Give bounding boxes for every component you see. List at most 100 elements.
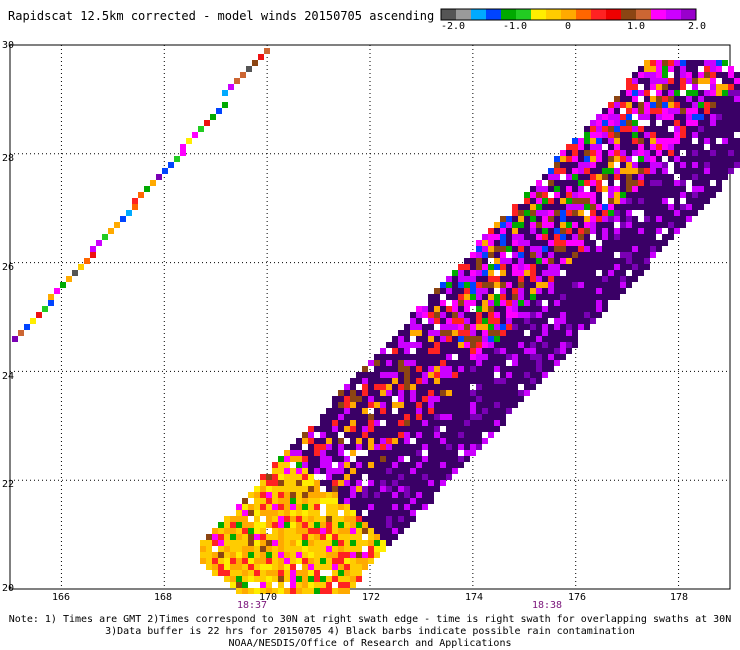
wind-cell bbox=[464, 414, 470, 420]
wind-cell bbox=[530, 342, 536, 348]
wind-cell bbox=[320, 582, 326, 588]
wind-cell bbox=[548, 234, 554, 240]
wind-cell bbox=[284, 492, 290, 498]
wind-cell bbox=[392, 378, 398, 384]
wind-cell bbox=[344, 552, 350, 558]
wind-cell bbox=[374, 528, 380, 534]
wind-cell bbox=[308, 456, 314, 462]
wind-cell bbox=[680, 96, 686, 102]
wind-cell bbox=[272, 528, 278, 534]
wind-cell bbox=[500, 300, 506, 306]
wind-cell bbox=[398, 396, 404, 402]
wind-cell bbox=[560, 204, 566, 210]
wind-cell bbox=[626, 222, 632, 228]
wind-cell bbox=[434, 480, 440, 486]
wind-cell bbox=[632, 120, 638, 126]
wind-cell bbox=[584, 126, 590, 132]
wind-cell bbox=[644, 222, 650, 228]
wind-cell bbox=[554, 234, 560, 240]
wind-cell bbox=[530, 204, 536, 210]
wind-cell bbox=[222, 90, 228, 96]
wind-cell bbox=[242, 528, 248, 534]
wind-cell bbox=[344, 414, 350, 420]
wind-cell bbox=[314, 480, 320, 486]
colorbar-swatch bbox=[621, 9, 637, 20]
wind-cell bbox=[692, 96, 698, 102]
wind-cell bbox=[584, 180, 590, 186]
wind-cell bbox=[440, 330, 446, 336]
wind-cell bbox=[386, 510, 392, 516]
wind-cell bbox=[452, 300, 458, 306]
wind-cell bbox=[530, 186, 536, 192]
wind-cell bbox=[362, 564, 368, 570]
wind-cell bbox=[596, 306, 602, 312]
wind-cell bbox=[506, 366, 512, 372]
wind-cell bbox=[530, 372, 536, 378]
wind-cell bbox=[380, 402, 386, 408]
wind-cell bbox=[314, 426, 320, 432]
wind-cell bbox=[524, 204, 530, 210]
wind-cell bbox=[530, 288, 536, 294]
wind-cell bbox=[230, 552, 236, 558]
wind-cell bbox=[326, 486, 332, 492]
wind-cell bbox=[434, 444, 440, 450]
wind-cell bbox=[326, 564, 332, 570]
wind-cell bbox=[236, 522, 242, 528]
wind-cell bbox=[656, 66, 662, 72]
wind-cell bbox=[464, 270, 470, 276]
wind-cell bbox=[458, 330, 464, 336]
wind-cell bbox=[710, 186, 716, 192]
wind-cell bbox=[590, 270, 596, 276]
wind-cell bbox=[314, 570, 320, 576]
wind-cell bbox=[272, 546, 278, 552]
wind-cell bbox=[506, 246, 512, 252]
wind-cell bbox=[428, 444, 434, 450]
wind-cell bbox=[554, 168, 560, 174]
wind-cell bbox=[302, 552, 308, 558]
wind-cell bbox=[242, 588, 248, 594]
wind-cell bbox=[398, 480, 404, 486]
wind-cell bbox=[584, 282, 590, 288]
wind-cell bbox=[698, 150, 704, 156]
wind-cell bbox=[560, 222, 566, 228]
wind-cell bbox=[386, 366, 392, 372]
wind-cell bbox=[488, 282, 494, 288]
wind-cell bbox=[680, 204, 686, 210]
time-label-1: 18:37 bbox=[236, 600, 268, 611]
wind-cell bbox=[518, 282, 524, 288]
wind-cell bbox=[728, 102, 734, 108]
wind-cell bbox=[620, 258, 626, 264]
wind-cell bbox=[314, 504, 320, 510]
x-tick-166: 166 bbox=[51, 592, 71, 603]
wind-cell bbox=[326, 552, 332, 558]
wind-cell bbox=[132, 198, 138, 204]
wind-cell bbox=[314, 462, 320, 468]
wind-cell bbox=[350, 468, 356, 474]
wind-cell bbox=[416, 462, 422, 468]
wind-cell bbox=[554, 186, 560, 192]
wind-cell bbox=[494, 396, 500, 402]
wind-cell bbox=[602, 246, 608, 252]
wind-cell bbox=[722, 156, 728, 162]
wind-cell bbox=[488, 384, 494, 390]
wind-cell bbox=[380, 546, 386, 552]
wind-cell bbox=[314, 510, 320, 516]
wind-cell bbox=[734, 138, 740, 144]
wind-cell bbox=[530, 210, 536, 216]
wind-cell bbox=[362, 462, 368, 468]
wind-cell bbox=[524, 324, 530, 330]
wind-cell bbox=[662, 60, 668, 66]
wind-cell bbox=[548, 288, 554, 294]
wind-cell bbox=[608, 102, 614, 108]
wind-cell bbox=[638, 168, 644, 174]
wind-cell bbox=[692, 186, 698, 192]
wind-cell bbox=[440, 342, 446, 348]
wind-cell bbox=[446, 282, 452, 288]
wind-cell bbox=[350, 378, 356, 384]
wind-cell bbox=[542, 246, 548, 252]
wind-cell bbox=[590, 120, 596, 126]
wind-cell bbox=[494, 252, 500, 258]
wind-cell bbox=[410, 354, 416, 360]
wind-cell bbox=[500, 414, 506, 420]
wind-cell bbox=[464, 360, 470, 366]
